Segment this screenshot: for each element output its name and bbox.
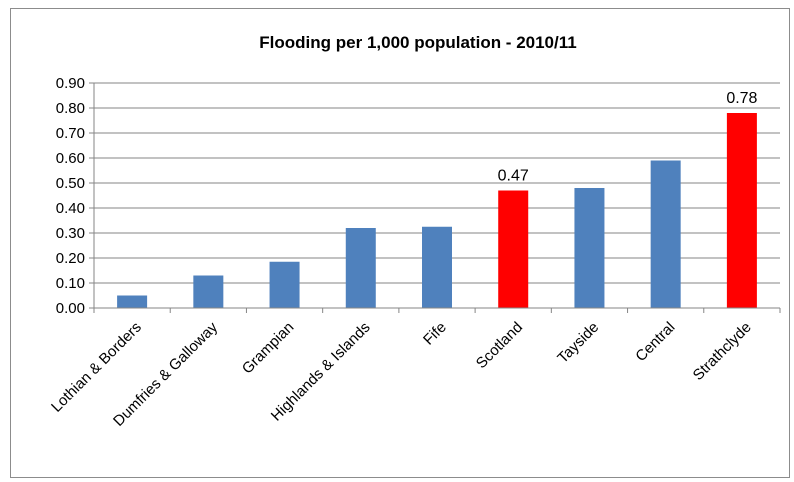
y-tick-label: 0.90	[56, 75, 85, 92]
x-tick-label: Scotland	[473, 319, 526, 372]
y-axis-ticks: 0.00 0.10 0.20 0.30 0.40 0.50 0.60 0.70 0.80 0.90	[56, 75, 94, 317]
x-tick-label: Strathclyde	[690, 319, 755, 384]
bar	[117, 295, 148, 308]
bar	[574, 188, 605, 308]
bar	[650, 160, 681, 308]
bar	[269, 261, 300, 308]
x-tick-label: Grampian	[239, 319, 298, 378]
bar	[422, 226, 452, 308]
data-label: 0.78	[726, 90, 757, 107]
x-tick-label: Tayside	[554, 319, 602, 367]
y-tick-label: 0.50	[56, 175, 85, 192]
bar	[345, 228, 376, 308]
y-tick-label: 0.40	[56, 200, 85, 217]
axes	[93, 83, 780, 309]
data-labels: 0.47 0.78	[498, 90, 758, 185]
bar	[498, 190, 529, 308]
y-tick-label: 0.20	[56, 250, 85, 267]
bars	[117, 113, 757, 308]
y-tick-label: 0.80	[56, 100, 85, 117]
chart-title: Flooding per 1,000 population - 2010/11	[259, 33, 576, 52]
y-tick-label: 0.70	[56, 125, 85, 142]
y-tick-label: 0.60	[56, 150, 85, 167]
x-tick-label: Central	[632, 319, 678, 365]
y-tick-label: 0.30	[56, 225, 85, 242]
bar	[193, 275, 224, 308]
y-tick-label: 0.10	[56, 275, 85, 292]
data-label: 0.47	[498, 168, 529, 185]
bar	[726, 113, 757, 308]
x-tick-label: Fife	[420, 319, 450, 349]
y-tick-label: 0.00	[56, 300, 85, 317]
